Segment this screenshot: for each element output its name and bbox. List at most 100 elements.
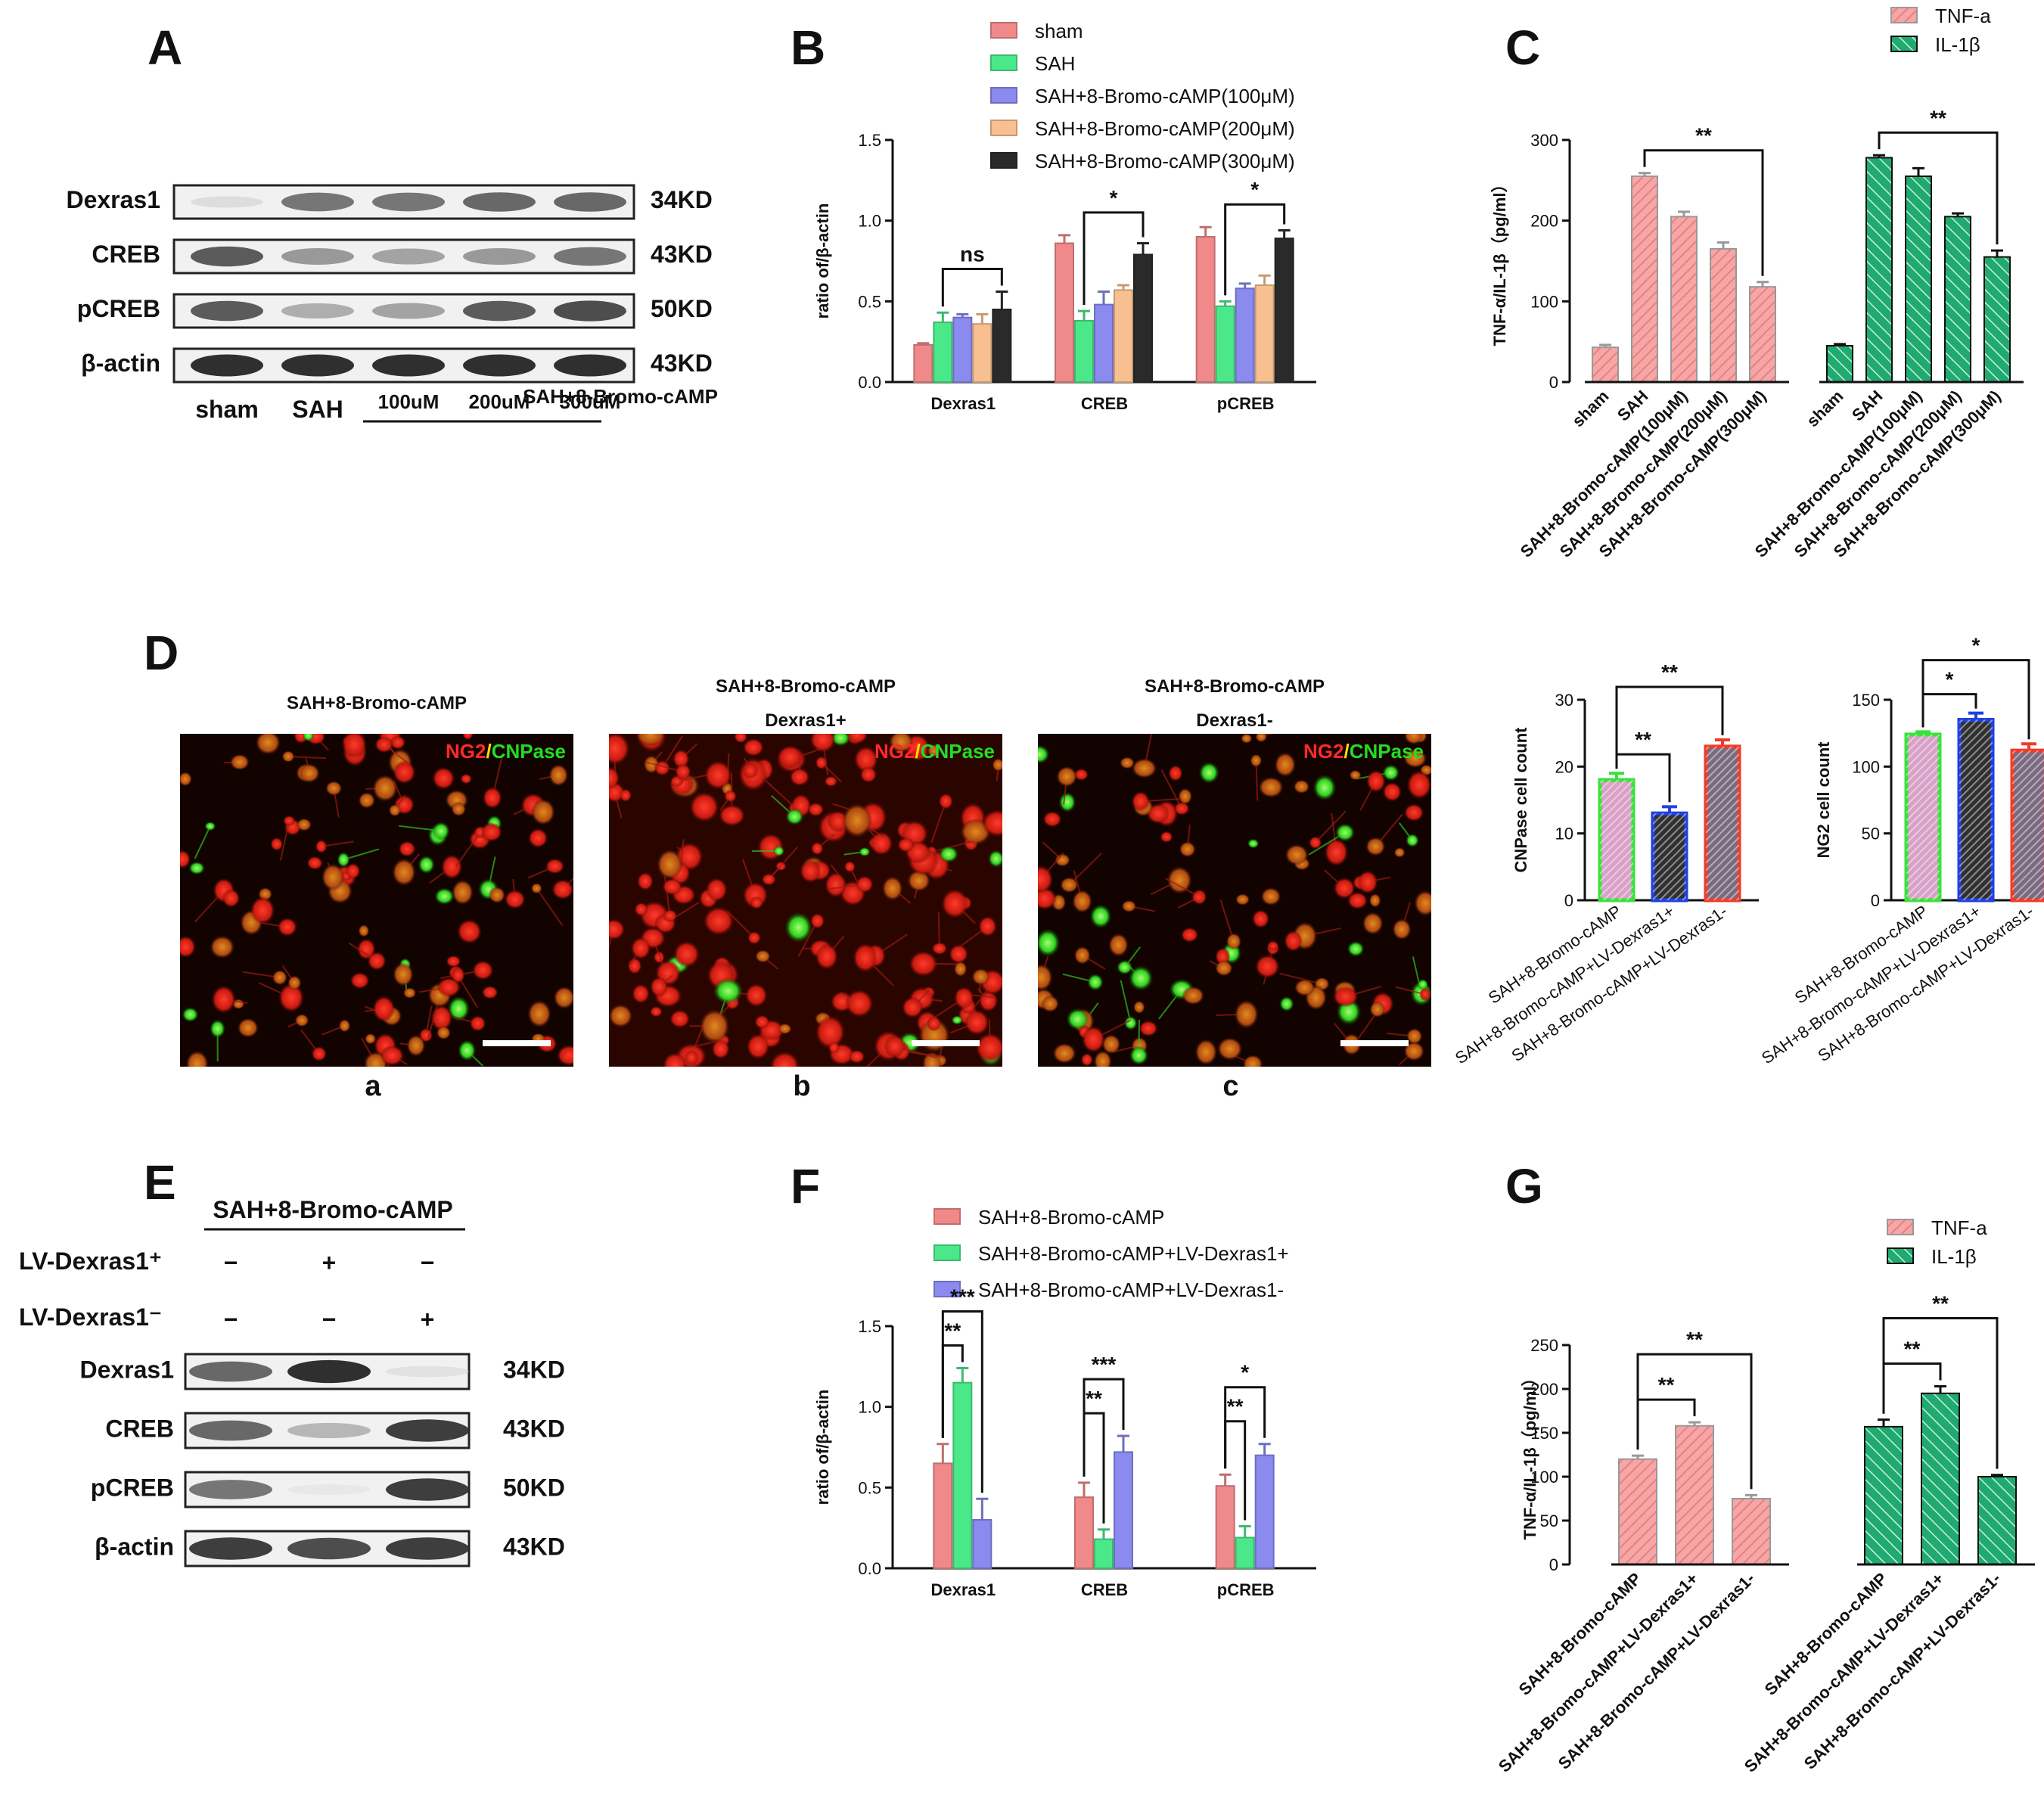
bar-hatch (1706, 784, 1739, 819)
cell (815, 756, 828, 769)
cell (747, 931, 761, 945)
cell (1362, 912, 1384, 935)
bar-hatch (1706, 769, 1739, 803)
cell (859, 766, 878, 783)
cell-process (768, 847, 798, 881)
cell (657, 849, 683, 880)
blot-band (281, 192, 354, 212)
bar (1114, 1451, 1133, 1570)
bar-hatch (1706, 806, 1739, 841)
bar-hatch (1906, 817, 1940, 852)
legend-label: SAH+8-Bromo-cAMP(100μM) (1035, 85, 1295, 107)
cell (1181, 927, 1199, 943)
significance-label: ** (1635, 728, 1651, 751)
cell (1242, 1055, 1263, 1067)
bar-hatch (2012, 856, 2044, 890)
cell (620, 788, 632, 802)
bar-hatch (1653, 828, 1686, 862)
bar-hatch (1959, 825, 1993, 860)
blot-band (287, 1484, 371, 1495)
bar-hatch (1959, 832, 1993, 868)
cell (883, 1035, 906, 1058)
cell (1072, 890, 1092, 913)
cell (824, 775, 837, 787)
cell (1038, 744, 1050, 764)
cell (1357, 870, 1378, 894)
cell (210, 935, 235, 959)
cell (703, 906, 735, 936)
bar-hatch (1617, 885, 1633, 900)
chart-f: 0.0 0.5 1.0 1.5 ratio of/β-actin Dexras1 CREB p… (813, 1206, 1316, 1599)
blot-a-lane-label: 300uM (560, 390, 621, 413)
bar-hatch (1959, 719, 1987, 747)
cell (754, 1014, 770, 1030)
bar (1254, 1454, 1275, 1569)
cell (755, 949, 771, 963)
bar (1114, 289, 1133, 383)
cell (1392, 918, 1412, 940)
cell (856, 875, 874, 893)
bar-hatch (1706, 791, 1739, 826)
x-tick-label: SAH+8-Bromo-cAMP+LV-Dexras1+ (1758, 902, 1984, 1068)
blot-kd-label: 34KD (651, 186, 713, 213)
blot-band (372, 248, 445, 265)
panel-letter-d: D (144, 626, 179, 680)
cell-process (196, 1063, 200, 1067)
cell (481, 985, 499, 999)
cell (842, 803, 872, 838)
cell (472, 960, 494, 980)
cell (1278, 996, 1294, 1012)
blot-band (191, 300, 263, 322)
cell (1191, 890, 1207, 905)
cell (848, 1049, 865, 1064)
blot-a-group-label: SAH+8-Bromo-cAMP (523, 385, 718, 408)
bar-hatch (2012, 750, 2024, 762)
stain-cnpase: CNPase (921, 740, 995, 763)
micrograph-image: NG2/CNPase (1038, 734, 1431, 1067)
cell (1247, 838, 1260, 849)
y-tick-label: 1.0 (858, 212, 881, 231)
blot-band (287, 1537, 371, 1560)
bar-hatch (1706, 814, 1739, 849)
cell (1274, 752, 1297, 778)
blot-band (554, 247, 626, 266)
bar-hatch (1906, 779, 1940, 814)
bar-hatch (1959, 855, 1993, 890)
cell (457, 919, 482, 944)
cell (1116, 959, 1133, 975)
stain-ng2: NG2 (1303, 740, 1344, 763)
panel-letter-e: E (144, 1155, 176, 1210)
cell (1252, 909, 1270, 928)
cell (845, 989, 874, 1018)
cell (358, 924, 370, 937)
cell (436, 977, 461, 997)
bar (1133, 253, 1153, 384)
cell (432, 822, 450, 840)
bar-hatch (2012, 841, 2044, 875)
blot-a-lane-label: SAH (292, 396, 343, 423)
cell (1178, 788, 1193, 805)
cell (1123, 1015, 1138, 1030)
bar-hatch (2030, 887, 2044, 901)
y-axis-title: TNF-α/IL-1β（pg/ml） (1490, 176, 1509, 346)
cell (1369, 1001, 1386, 1018)
bar-hatch (1706, 776, 1739, 811)
bar-hatch (1959, 817, 1993, 853)
bar-hatch (1602, 870, 1633, 900)
cell (750, 896, 763, 909)
cell-process (455, 831, 481, 868)
y-tick-label: 100 (1852, 757, 1880, 776)
blot-band (287, 1359, 371, 1384)
bar-hatch (1610, 878, 1633, 900)
cell (926, 1015, 942, 1032)
bar-hatch (1653, 850, 1686, 885)
significance-bracket (1878, 131, 1999, 245)
bar-hatch (1959, 779, 1993, 815)
significance-bracket (1083, 211, 1145, 306)
stain-slash: / (915, 740, 920, 763)
cell (1414, 890, 1431, 917)
cell (1198, 761, 1219, 784)
bar-hatch (2038, 894, 2044, 901)
cell (784, 912, 813, 943)
micrograph-subtitle: Dexras1+ (765, 710, 846, 731)
